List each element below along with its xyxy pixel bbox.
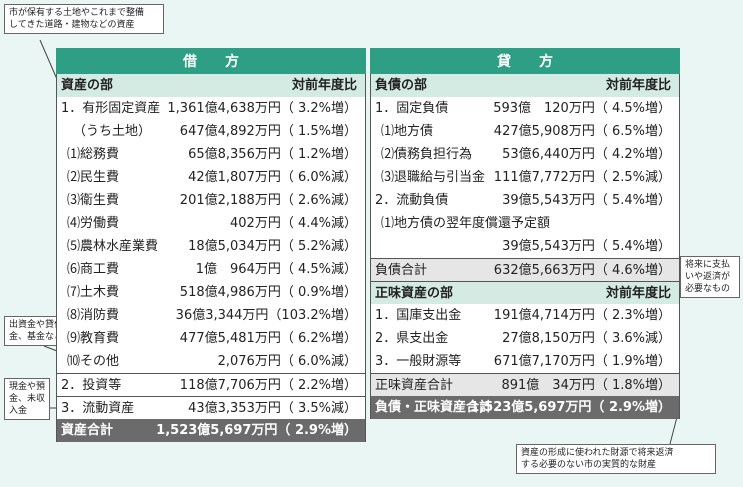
asset-row: ⑹商工費 1億 964万円（ 4.5%減）: [67, 262, 357, 277]
credit-column: 貸方 負債の部 対前年度比 1．固定負債 593億 120万円（ 4.5%増） …: [370, 48, 680, 419]
assets-total-row: 資産合計 1,523億5,697万円（ 2.9%増）: [57, 419, 365, 442]
liability-row: ⑴地方債の翌年度償還予定額: [381, 216, 551, 231]
liability-row: 1．固定負債 593億 120万円（ 4.5%増）: [375, 101, 671, 116]
asset-row: ⑻消防費 36億3,344万円（103.2%増）: [67, 308, 357, 323]
credit-band: 貸方: [370, 48, 680, 74]
net-assets-total-row: 正味資産合計 891億 34万円（ 1.8%増）: [371, 373, 679, 396]
grand-total-row: 負債・正味資産合計 1,523億5,697万円（ 2.9%増）: [371, 396, 679, 419]
asset-row: ⑸農林水産業費 18億5,034万円（ 5.2%減）: [67, 239, 357, 254]
liability-row: ⑴地方債 427億5,908万円（ 6.5%増）: [381, 124, 671, 139]
asset-row: ⑼教育費 477億5,481万円（ 6.2%増）: [67, 331, 357, 346]
callout-current-assets-note: 現金や預 金、未収 入金: [4, 378, 50, 420]
debit-column: 借方 資産の部 対前年度比 1．有形固定資産 1,361億4,638万円（ 3.…: [56, 48, 366, 442]
net-asset-row: 3．一般財源等 671億7,170万円（ 1.9%増）: [375, 354, 671, 369]
asset-row: ⑴総務費 65億8,356万円（ 1.2%増）: [67, 147, 357, 162]
balance-sheet-table: 借方 資産の部 対前年度比 1．有形固定資産 1,361億4,638万円（ 3.…: [56, 48, 684, 444]
asset-row: ⑶衛生費 201億2,188万円（ 2.6%減）: [67, 193, 357, 208]
liability-row: ⑵債務負担行為 53億6,440万円（ 4.2%増）: [381, 147, 671, 162]
debit-band: 借方: [56, 48, 366, 74]
asset-row: ⑽その他 2,076万円（ 6.0%減）: [67, 354, 357, 369]
asset-row: （うち土地） 647億4,892万円（ 1.5%増）: [73, 124, 357, 139]
liabilities-header: 負債の部 対前年度比: [371, 74, 679, 97]
asset-row: ⑺土木費 518億4,986万円（ 0.9%増）: [67, 285, 357, 300]
liability-row: ⑶退職給与引当金 111億7,772万円（ 2.5%減）: [381, 170, 671, 185]
liabilities-total-row: 負債合計 632億5,663万円（ 4.6%増）: [371, 258, 679, 281]
liability-row: 2．流動負債 39億5,543万円（ 5.4%増）: [375, 193, 671, 208]
asset-row: ⑷労働費 402万円（ 4.4%減）: [67, 216, 357, 231]
callout-fixed-assets-note: 市が保有する土地やこれまで整備 してきた道路・建物などの資産: [4, 4, 164, 34]
net-asset-row: 1．国庫支出金 191億4,714万円（ 2.3%増）: [375, 308, 671, 323]
asset-row: 1．有形固定資産 1,361億4,638万円（ 3.2%増）: [61, 101, 357, 116]
asset-row: 2．投資等 118億7,706万円（ 2.2%増）: [57, 373, 365, 396]
liability-row: 39億5,543万円（ 5.4%増）: [502, 239, 671, 254]
asset-row: 3．流動資産 43億3,353万円（ 3.5%減）: [57, 396, 365, 419]
callout-net-assets-note: 資産の形成に使われた財源で将来返済 する必要のない市の実質的な財産: [516, 444, 716, 474]
net-assets-header: 正味資産の部 対前年度比: [371, 281, 679, 304]
net-asset-row: 2．県支出金 27億8,150万円（ 3.6%減）: [375, 331, 671, 346]
assets-header: 資産の部 対前年度比: [57, 74, 365, 97]
callout-liabilities-note: 将来に支払 いや返済が 必要なもの: [680, 256, 740, 298]
asset-row: ⑵民生費 42億1,807万円（ 6.0%減）: [67, 170, 357, 185]
